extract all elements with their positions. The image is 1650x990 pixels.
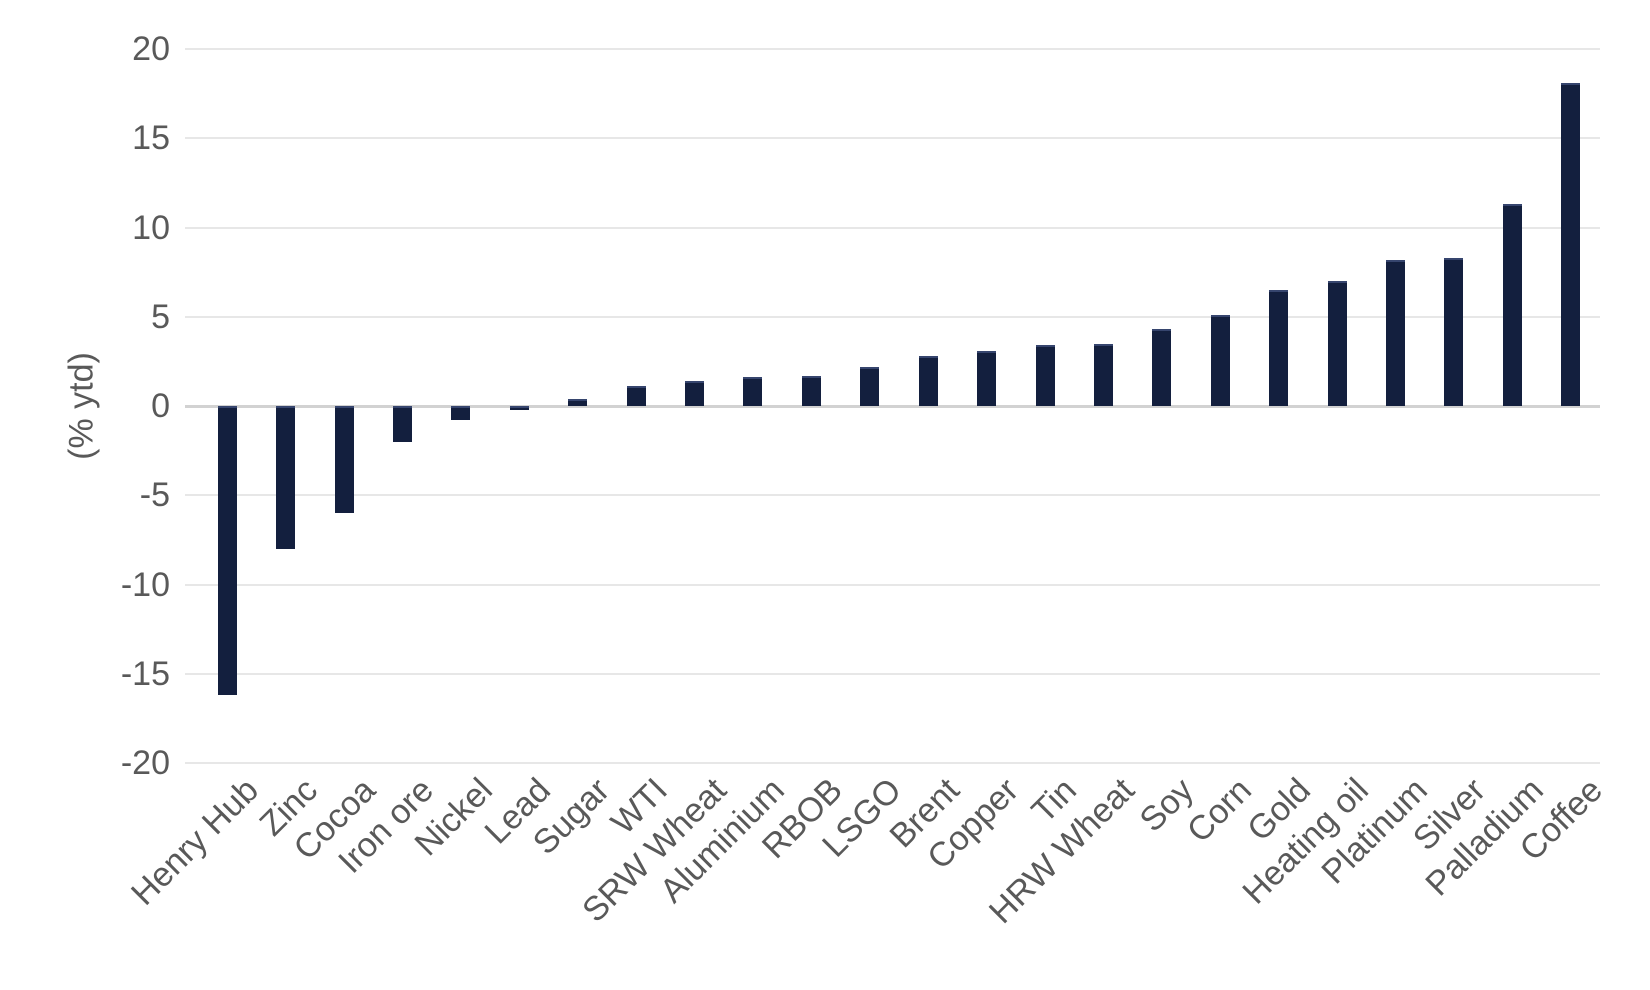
bar-lead bbox=[509, 406, 529, 410]
bar-cocoa bbox=[334, 406, 354, 514]
gridline--5 bbox=[185, 494, 1600, 497]
zero-gridline bbox=[185, 404, 1600, 408]
y-tick-label--10: -10 bbox=[120, 565, 170, 604]
gridline-20 bbox=[185, 48, 1600, 50]
y-tick-label-10: 10 bbox=[132, 208, 170, 247]
bar-nickel bbox=[451, 406, 471, 421]
y-tick-label-15: 15 bbox=[132, 119, 170, 158]
y-tick-label-20: 20 bbox=[132, 30, 170, 68]
gridline--15 bbox=[185, 672, 1600, 675]
bar-henry-hub bbox=[217, 406, 237, 696]
bar-zinc bbox=[276, 406, 296, 549]
bar-wti bbox=[626, 386, 646, 406]
gridline-10 bbox=[185, 226, 1600, 229]
y-tick-label-0: 0 bbox=[151, 387, 170, 425]
bar-corn bbox=[1210, 314, 1230, 406]
y-tick-label--5: -5 bbox=[139, 476, 170, 515]
bar-lsgo bbox=[860, 366, 880, 406]
bar-iron-ore bbox=[392, 406, 412, 442]
bar-palladium bbox=[1502, 204, 1522, 406]
y-tick-label-5: 5 bbox=[151, 297, 170, 336]
gridline-5 bbox=[185, 315, 1600, 318]
y-tick-label--15: -15 bbox=[120, 654, 170, 693]
bar-rbob bbox=[801, 375, 821, 406]
bar-silver bbox=[1444, 257, 1464, 406]
bar-platinum bbox=[1386, 259, 1406, 406]
bar-tin bbox=[1035, 345, 1055, 406]
bar-gold bbox=[1269, 289, 1289, 406]
gridline-15 bbox=[185, 137, 1600, 140]
bar-heating-oil bbox=[1327, 281, 1347, 406]
gridline--10 bbox=[185, 583, 1600, 586]
y-tick-label--20: -20 bbox=[120, 744, 170, 782]
bar-srw-wheat bbox=[685, 381, 705, 406]
bar-brent bbox=[918, 356, 938, 406]
bar-copper bbox=[977, 350, 997, 406]
bar-aluminium bbox=[743, 377, 763, 406]
bar-hrw-wheat bbox=[1093, 343, 1113, 406]
bar-soy bbox=[1152, 329, 1172, 406]
bar-coffee bbox=[1561, 82, 1581, 406]
gridline--20 bbox=[185, 762, 1600, 764]
bar-sugar bbox=[568, 398, 588, 406]
